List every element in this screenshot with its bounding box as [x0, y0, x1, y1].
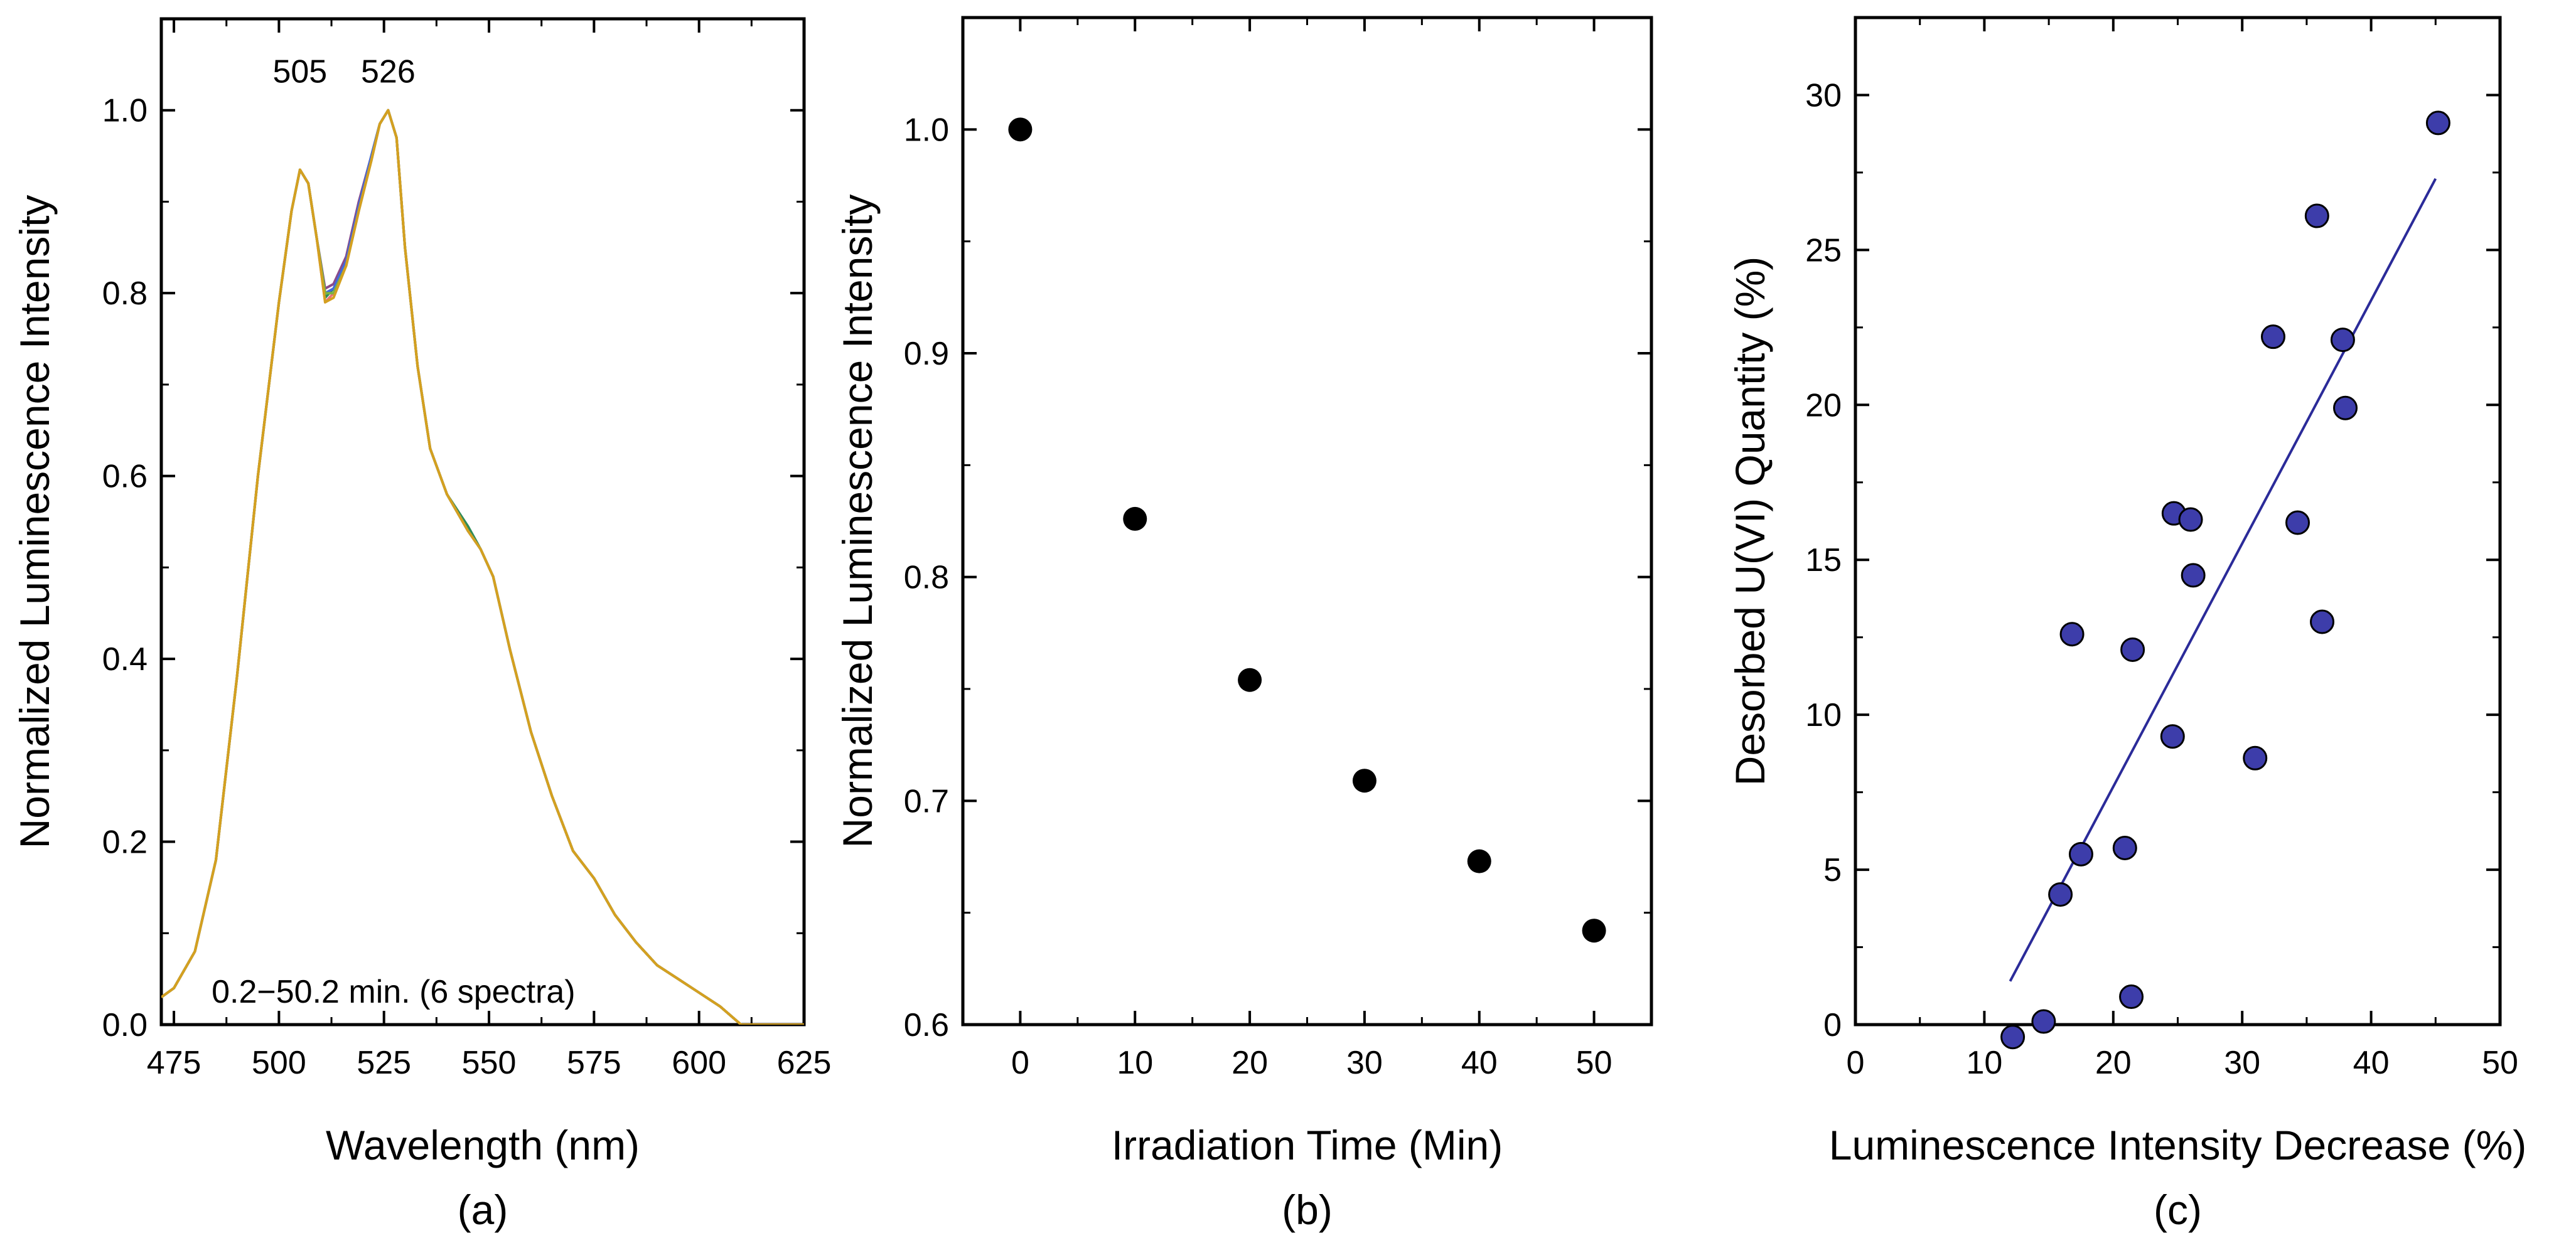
data-point	[2304, 203, 2329, 228]
panel-c-desorbed-vs-decrease: 0 10 20 30 40 50 0 5 10 15 20 25 30 Luminescence Inte…	[1727, 16, 2527, 1233]
y-tick-label: 0.9	[904, 336, 949, 372]
x-tick-label: 600	[672, 1045, 726, 1081]
y-tick-label: 20	[1805, 387, 1842, 424]
y-tick-label: 5	[1823, 852, 1842, 888]
x-tick-label: 50	[2482, 1045, 2518, 1081]
x-tick-label: 30	[1346, 1045, 1383, 1081]
x-axis-label: Irradiation Time (Min)	[1112, 1122, 1503, 1168]
data-point	[1352, 769, 1377, 793]
x-tick-label: 575	[567, 1045, 621, 1081]
x-tick-label: 625	[777, 1045, 832, 1081]
data-point	[1238, 668, 1262, 692]
data-point	[2048, 882, 2073, 907]
data-point	[1467, 849, 1491, 873]
y-tick-label: 0.8	[904, 560, 949, 596]
x-tick-label: 50	[1576, 1045, 1613, 1081]
y-tick-label: 0.6	[102, 459, 148, 495]
x-tick-label: 0	[1847, 1045, 1865, 1081]
panel-caption: (c)	[2154, 1187, 2202, 1233]
y-tick-label: 1.0	[102, 93, 148, 129]
spectrum-line-1	[161, 109, 804, 1025]
plot-frame	[159, 17, 806, 1027]
data-point	[2000, 1025, 2026, 1050]
data-point	[1008, 117, 1033, 142]
x-tick-label: 40	[2353, 1045, 2390, 1081]
x-tick-label: 20	[2095, 1045, 2132, 1081]
x-tick-label: 475	[147, 1045, 201, 1081]
data-point	[2425, 110, 2450, 136]
data-point	[2181, 563, 2206, 588]
x-tick-label: 550	[462, 1045, 517, 1081]
x-tick-label: 10	[1117, 1045, 1153, 1081]
data-point	[1582, 919, 1606, 943]
data-point	[2330, 328, 2355, 353]
y-tick-label: 0	[1823, 1007, 1842, 1043]
y-axis-label: Desorbed U(VI) Quantity (%)	[1727, 257, 1773, 786]
spectrum-line-2	[161, 109, 804, 1025]
panel-a-luminescence-spectra: 475 500 525 550 575 600 625 0.0 0.2 0.4 0.6 0.8 1.0 W…	[11, 17, 832, 1233]
x-tick-label: 0	[1011, 1045, 1029, 1081]
x-tick-label: 40	[1461, 1045, 1498, 1081]
y-tick-label: 0.4	[102, 641, 148, 678]
y-tick-label: 0.0	[102, 1007, 148, 1043]
data-point	[2333, 395, 2358, 420]
y-tick-label: 0.2	[102, 824, 148, 861]
x-tick-label: 10	[1966, 1045, 2002, 1081]
y-tick-label: 30	[1805, 77, 1842, 114]
y-tick-label: 1.0	[904, 112, 949, 148]
panel-b-intensity-vs-time: 0 10 20 30 40 50 0.6 0.7 0.8 0.9 1.0 Irradiation Ti…	[834, 16, 1653, 1233]
data-point	[2120, 637, 2145, 662]
y-tick-label: 0.6	[904, 1007, 949, 1043]
data-point	[2243, 745, 2268, 771]
spectrum-line-4	[161, 109, 804, 1025]
spectrum-line-5	[161, 109, 804, 1025]
x-tick-label: 500	[252, 1045, 306, 1081]
plot-frame	[961, 16, 1653, 1027]
data-point	[2059, 622, 2085, 647]
peak-label: 505	[272, 54, 327, 90]
y-tick-label: 10	[1805, 697, 1842, 733]
data-point	[2068, 841, 2093, 867]
data-point	[2031, 1009, 2056, 1034]
y-axis-label: Normalized Luminescence Intensity	[834, 195, 881, 848]
x-axis-label: Wavelength (nm)	[326, 1122, 640, 1168]
peak-label: 526	[361, 54, 416, 90]
x-axis-label: Luminescence Intensity Decrease (%)	[1829, 1122, 2527, 1168]
y-tick-label: 15	[1805, 542, 1842, 579]
x-tick-label: 30	[2224, 1045, 2260, 1081]
data-point	[2260, 324, 2285, 349]
data-point	[2160, 724, 2185, 749]
spectrum-line-6	[161, 109, 804, 1025]
y-tick-label: 0.7	[904, 783, 949, 819]
data-point	[2178, 507, 2203, 532]
data-point	[2119, 984, 2144, 1010]
data-point	[2310, 609, 2335, 634]
y-tick-label: 25	[1805, 232, 1842, 269]
data-point	[1123, 506, 1147, 531]
x-tick-label: 20	[1232, 1045, 1268, 1081]
y-tick-label: 0.8	[102, 275, 148, 312]
panel-caption: (b)	[1282, 1187, 1333, 1233]
data-point	[2112, 836, 2137, 861]
y-axis-label: Normalized Luminescence Intensity	[11, 195, 58, 849]
spectra-range-note: 0.2−50.2 min. (6 spectra)	[212, 974, 576, 1010]
spectrum-line-3	[161, 109, 804, 1025]
x-tick-label: 525	[357, 1045, 411, 1081]
panel-caption: (a)	[458, 1187, 508, 1233]
data-point	[2285, 510, 2310, 535]
